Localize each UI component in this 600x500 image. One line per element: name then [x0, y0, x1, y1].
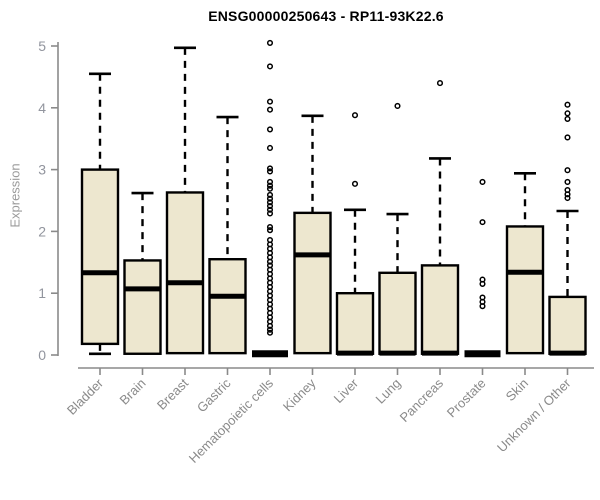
box-gastric	[208, 115, 247, 355]
category-label: Kidney	[280, 375, 319, 414]
outlier-point	[266, 182, 274, 189]
category-label: Lung	[373, 376, 404, 407]
iqr-box	[80, 168, 120, 346]
outlier-point	[564, 178, 571, 186]
outlier-point	[266, 126, 274, 133]
iqr-box	[293, 211, 332, 355]
y-tick-label: 0	[38, 347, 46, 363]
box-liver	[335, 112, 375, 356]
y-tick-label: 2	[38, 223, 46, 239]
outlier-point	[564, 134, 571, 141]
outlier-point	[266, 329, 274, 336]
outlier-point	[266, 203, 274, 210]
iqr-box	[165, 191, 205, 355]
collapsed-box-bar	[252, 350, 288, 358]
outlier-point	[266, 206, 274, 213]
outlier-point	[394, 102, 401, 109]
y-axis-title: Expression	[7, 163, 23, 228]
outlier-point	[564, 191, 571, 198]
chart-title: ENSG00000250643 - RP11-93K22.6	[208, 8, 444, 24]
category-label: Gastric	[194, 375, 234, 415]
category-label: Unknown / Other	[494, 375, 574, 455]
outlier-point	[479, 303, 486, 310]
outlier-point	[266, 210, 274, 217]
box-bladder	[80, 72, 120, 356]
outlier-point	[266, 224, 274, 231]
outlier-point	[266, 106, 274, 113]
category-label: Breast	[154, 375, 191, 412]
outlier-point	[266, 39, 274, 46]
category-label: Liver	[331, 375, 362, 406]
box-breast	[165, 46, 205, 355]
category-label: Prostate	[444, 376, 489, 421]
outlier-point	[266, 322, 274, 330]
outlier-point	[266, 191, 274, 198]
outlier-point	[479, 219, 486, 226]
outlier-point	[266, 168, 274, 175]
outlier-point	[564, 115, 571, 122]
category-label: Brain	[117, 376, 149, 408]
y-tick-label: 3	[38, 162, 46, 178]
outlier-point	[479, 178, 486, 186]
category-label: Pancreas	[397, 375, 447, 425]
y-tick-label: 4	[38, 100, 46, 116]
outlier-point	[266, 227, 274, 234]
iqr-box	[123, 259, 162, 355]
category-label: Bladder	[64, 375, 107, 418]
box-pancreas	[420, 80, 460, 356]
outlier-point	[266, 199, 274, 206]
box-kidney	[293, 114, 332, 355]
iqr-box	[335, 292, 375, 355]
outlier-point	[564, 167, 571, 174]
outlier-point	[266, 195, 274, 202]
iqr-box	[378, 271, 417, 355]
outlier-point	[266, 63, 274, 70]
outlier-point	[351, 112, 359, 119]
outlier-point	[266, 144, 274, 152]
outlier-point	[479, 280, 486, 287]
outlier-point	[436, 80, 444, 87]
outlier-point	[266, 326, 274, 333]
box-skin	[505, 172, 545, 355]
outlier-point	[564, 110, 571, 117]
y-tick-label: 5	[38, 38, 46, 54]
iqr-box	[208, 258, 247, 355]
outlier-point	[351, 180, 359, 187]
outlier-point	[564, 194, 571, 202]
outlier-point	[266, 98, 274, 105]
outlier-point	[266, 185, 274, 192]
box-lung	[378, 102, 417, 356]
y-tick-label: 1	[38, 285, 46, 301]
iqr-box	[505, 225, 545, 355]
iqr-box	[420, 264, 460, 355]
category-label: Skin	[503, 376, 531, 404]
box-prostate	[464, 178, 501, 358]
outlier-point	[564, 101, 571, 108]
collapsed-box-bar	[464, 350, 501, 358]
outlier-point	[266, 165, 274, 172]
outlier-point	[266, 258, 274, 265]
category-label: Hematopoietic cells	[186, 375, 277, 466]
box-brain	[123, 191, 162, 355]
box-hematopoietic-cells	[252, 39, 288, 358]
iqr-box	[548, 295, 587, 355]
outlier-point	[266, 178, 274, 186]
box-unknown-other	[548, 101, 587, 356]
